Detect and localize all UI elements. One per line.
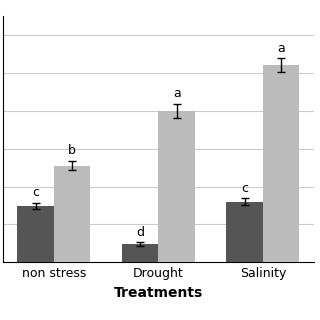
- Text: a: a: [173, 87, 180, 100]
- Text: c: c: [241, 181, 248, 195]
- Bar: [263, 65, 300, 262]
- Text: d: d: [136, 226, 144, 238]
- Text: a: a: [277, 42, 285, 55]
- Text: c: c: [32, 186, 39, 199]
- Text: b: b: [68, 144, 76, 157]
- X-axis label: Treatments: Treatments: [114, 286, 203, 300]
- Bar: [122, 244, 158, 262]
- Bar: [226, 202, 263, 262]
- Bar: [17, 205, 54, 262]
- Bar: [54, 166, 91, 262]
- Bar: [158, 111, 195, 262]
